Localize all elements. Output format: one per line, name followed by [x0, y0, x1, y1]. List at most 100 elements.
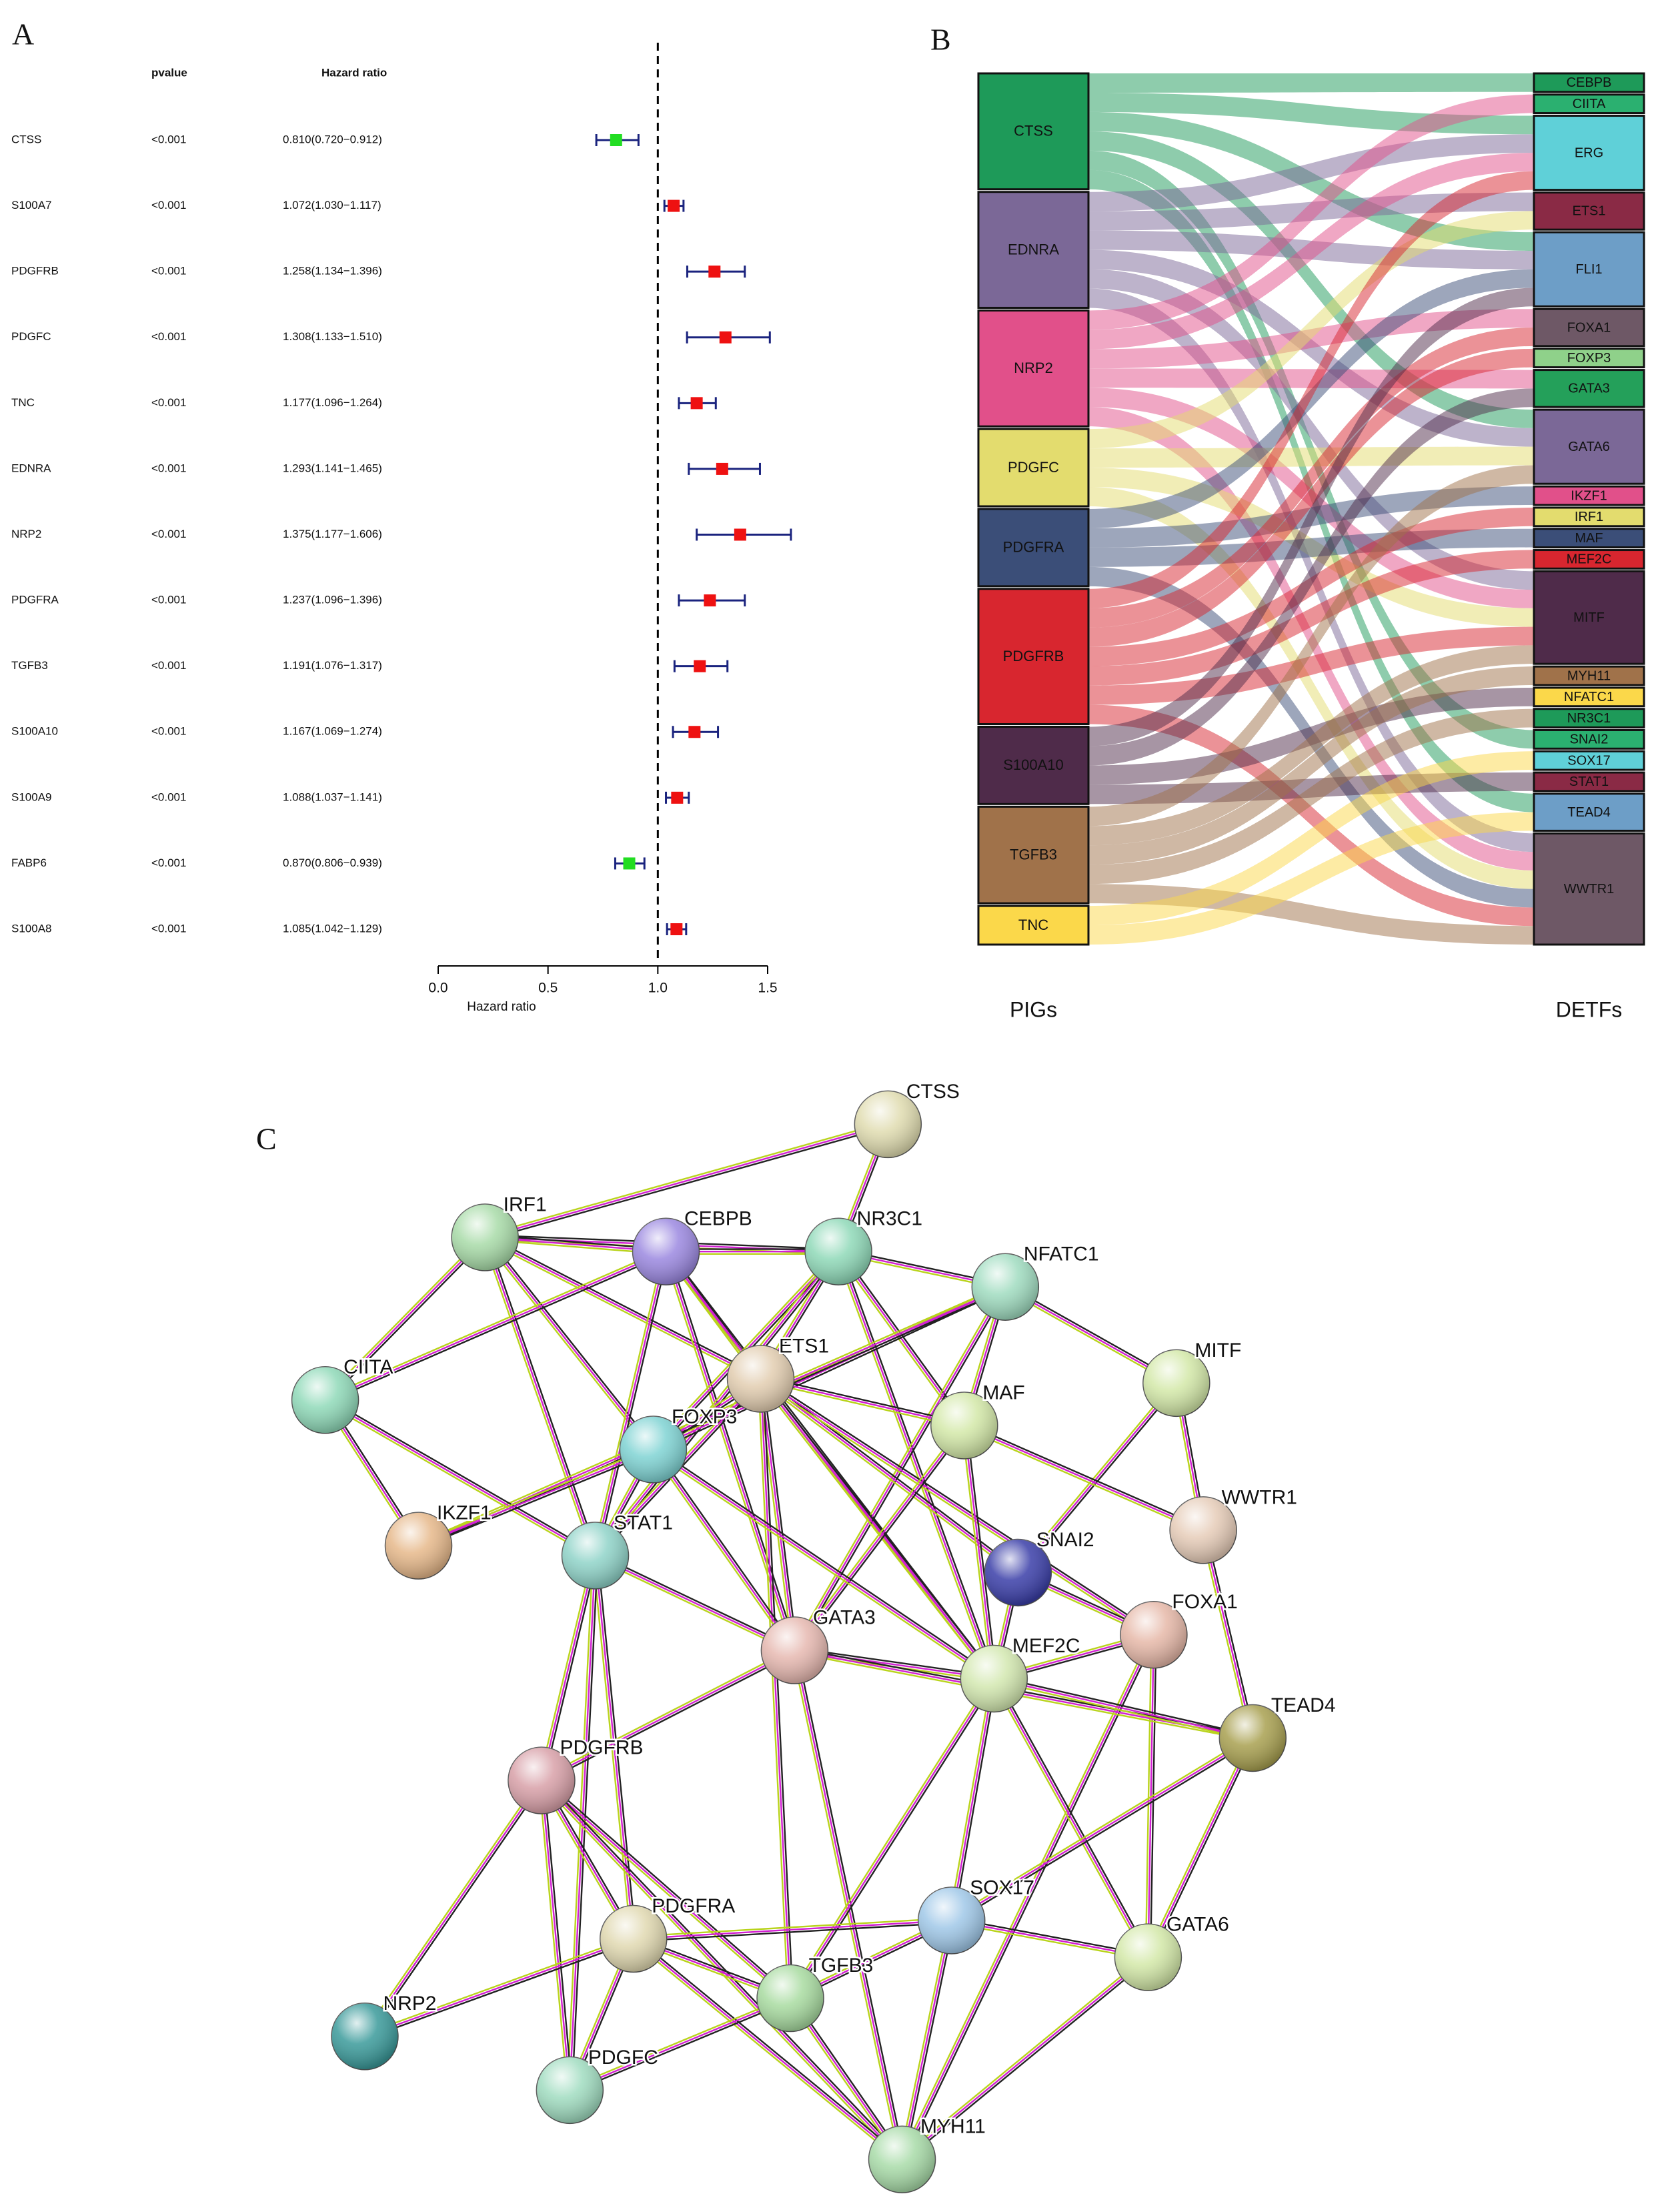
hr-point	[670, 923, 683, 935]
edge-line	[994, 1675, 1254, 1737]
node-label: TGFB3	[809, 1955, 874, 1977]
sankey-node	[1533, 665, 1645, 686]
edge	[758, 1377, 997, 1681]
sankey-node	[1533, 528, 1645, 549]
node-shine	[972, 1253, 1039, 1321]
edge	[633, 1917, 952, 1943]
pvalue: <0.001	[151, 594, 186, 606]
edge-line	[569, 1997, 791, 2091]
edge-line	[486, 1234, 762, 1377]
edge	[1200, 1529, 1256, 1739]
edge-line	[542, 1778, 793, 1997]
hr-point	[734, 528, 746, 541]
sankey-link	[1088, 171, 1534, 608]
node-label: TGFB3	[1010, 847, 1057, 863]
edge-line	[325, 1251, 666, 1401]
edge-line	[796, 1426, 967, 1652]
node-label: ETS1	[1572, 204, 1605, 219]
node-label: STAT1	[614, 1512, 673, 1534]
edge-line	[950, 1735, 1253, 1919]
sankey-node	[1533, 570, 1645, 665]
edge-line	[652, 1286, 1006, 1451]
edge	[652, 1283, 1007, 1453]
node-label: MEF2C	[1567, 552, 1612, 567]
sankey-node	[1533, 191, 1645, 231]
node-shine	[930, 1392, 998, 1459]
node-label: WWTR1	[1222, 1486, 1297, 1508]
edge-line	[1147, 1737, 1254, 1958]
edge-line	[632, 1938, 903, 2161]
node-label: PDGFRA	[652, 1895, 735, 1917]
edge-line	[482, 1238, 652, 1452]
node-shine	[984, 1539, 1052, 1606]
pvalue: <0.001	[151, 462, 186, 474]
node-shine	[757, 1965, 824, 2032]
node-label: CEBPB	[684, 1208, 752, 1230]
edge-line	[596, 1251, 670, 1557]
edge-line	[963, 1425, 995, 1679]
hr-label: 1.191(1.076−1.317)	[283, 659, 382, 672]
hr-point	[690, 397, 703, 410]
edge-line	[899, 1633, 1152, 2159]
node-shine	[805, 1218, 872, 1285]
edge-line	[652, 1449, 995, 1680]
edge-line	[542, 1652, 796, 1784]
edge-line	[594, 1251, 840, 1556]
node-label: MYH11	[1567, 668, 1611, 683]
column-header: pvalue	[151, 66, 187, 79]
sankey-link	[1088, 550, 1534, 686]
panel-label: C	[256, 1122, 277, 1156]
panel-label: B	[930, 23, 951, 57]
edge-line	[650, 1450, 794, 1652]
edge-line	[566, 1555, 594, 2091]
edge	[323, 1248, 668, 1404]
node-label: ERG	[1575, 145, 1603, 160]
gene-label: TGFB3	[11, 659, 48, 672]
node-shine	[1114, 1924, 1182, 1991]
hr-point	[688, 726, 701, 738]
edge-line	[762, 1378, 798, 1650]
gene-label: S100A8	[11, 922, 52, 935]
sankey-node	[1533, 348, 1645, 369]
edge-line	[788, 1676, 993, 1998]
node-label: GATA6	[1568, 440, 1610, 454]
node-label: PDGFRB	[1003, 648, 1064, 664]
sankey-link	[1088, 446, 1534, 468]
edge-line	[325, 1397, 597, 1554]
edge	[417, 1446, 655, 1549]
pvalue: <0.001	[151, 725, 186, 738]
sankey-node	[1533, 485, 1645, 506]
edge-line	[568, 1995, 790, 2089]
edge	[961, 1425, 998, 1679]
x-axis-label: Hazard ratio	[467, 1000, 536, 1014]
edge-line	[792, 1424, 963, 1650]
edge-line	[758, 1379, 993, 1681]
edge	[484, 1121, 889, 1241]
edge	[538, 1780, 574, 2091]
edge-line	[952, 1739, 1255, 1924]
node-label: IRF1	[504, 1193, 547, 1215]
edge-line	[1204, 1529, 1256, 1738]
node-label: PDGFC	[588, 2047, 658, 2069]
edge-line	[761, 1375, 965, 1424]
hr-label: 1.237(1.096−1.396)	[283, 594, 382, 606]
edge-line	[903, 1635, 1157, 2161]
edge	[835, 1250, 997, 1680]
edge-line	[652, 1449, 796, 1651]
edge-line	[484, 1237, 596, 1556]
edge	[568, 1995, 792, 2093]
sankey-link	[1088, 751, 1534, 926]
edge	[898, 1919, 955, 2161]
node-label: NFATC1	[1024, 1243, 1099, 1265]
sankey-link	[1088, 73, 1534, 93]
edge	[757, 1378, 798, 1651]
node-label: STAT1	[1569, 774, 1609, 789]
edge-line	[948, 1678, 992, 1920]
node-label: MITF	[1194, 1339, 1241, 1361]
edge	[899, 1633, 1157, 2161]
edge-line	[651, 1450, 994, 1682]
hr-label: 0.870(0.806−0.939)	[283, 857, 382, 869]
gene-label: CTSS	[11, 133, 41, 145]
edge-line	[1145, 1736, 1252, 1957]
node-label: CIITA	[1573, 97, 1606, 111]
